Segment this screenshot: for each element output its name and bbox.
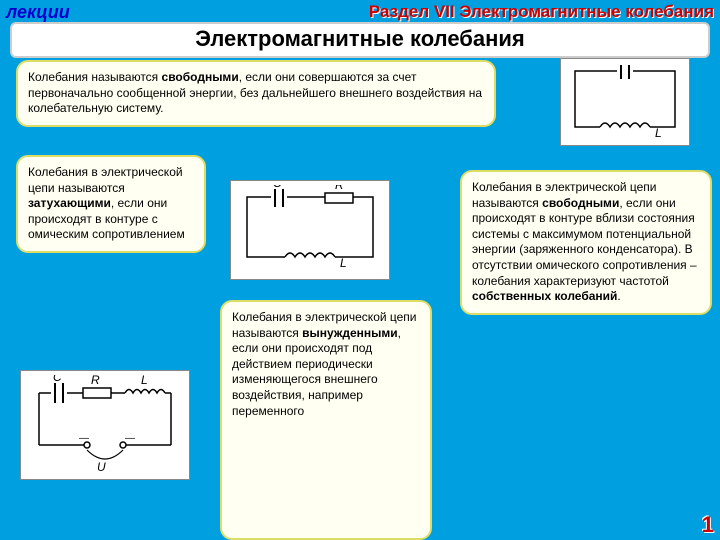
header-left: лекции — [6, 2, 70, 23]
label-l: L — [655, 126, 662, 140]
text-bold: затухающими — [28, 196, 111, 210]
text-bold: собственных колебаний — [472, 289, 617, 303]
text: Колебания в электрической цепи называютс… — [28, 165, 183, 195]
svg-text:C: C — [273, 185, 282, 190]
definition-forced-oscillations: Колебания в электрической цепи называютс… — [220, 300, 432, 540]
svg-text:U: U — [97, 460, 106, 474]
page-title: Электромагнитные колебания — [10, 22, 710, 58]
svg-text:C: C — [53, 375, 62, 384]
page-number: 1 — [702, 512, 714, 538]
text: . — [617, 289, 620, 303]
svg-text:L: L — [340, 256, 347, 270]
svg-text:R: R — [91, 375, 100, 387]
definition-damped-oscillations: Колебания в электрической цепи называютс… — [16, 155, 206, 253]
svg-text:—: — — [79, 433, 89, 444]
svg-text:—: — — [125, 433, 135, 444]
circuit-rlc-source: C R L U — — — [20, 370, 190, 480]
circuit-lc: L — [560, 58, 690, 146]
svg-text:L: L — [141, 375, 148, 387]
definition-free-oscillations: Колебания называются свободными, если он… — [16, 60, 496, 127]
text-bold: свободными — [162, 70, 239, 84]
circuit-rlc: C R L — [230, 180, 390, 280]
text-bold: вынужденными — [302, 326, 398, 340]
text-bold: свободными — [542, 196, 619, 210]
header-right: Раздел VII Электромагнитные колебания — [369, 2, 714, 22]
svg-text:R: R — [335, 185, 344, 192]
definition-natural-oscillations: Колебания в электрической цепи называютс… — [460, 170, 712, 315]
text: Колебания называются — [28, 70, 162, 84]
